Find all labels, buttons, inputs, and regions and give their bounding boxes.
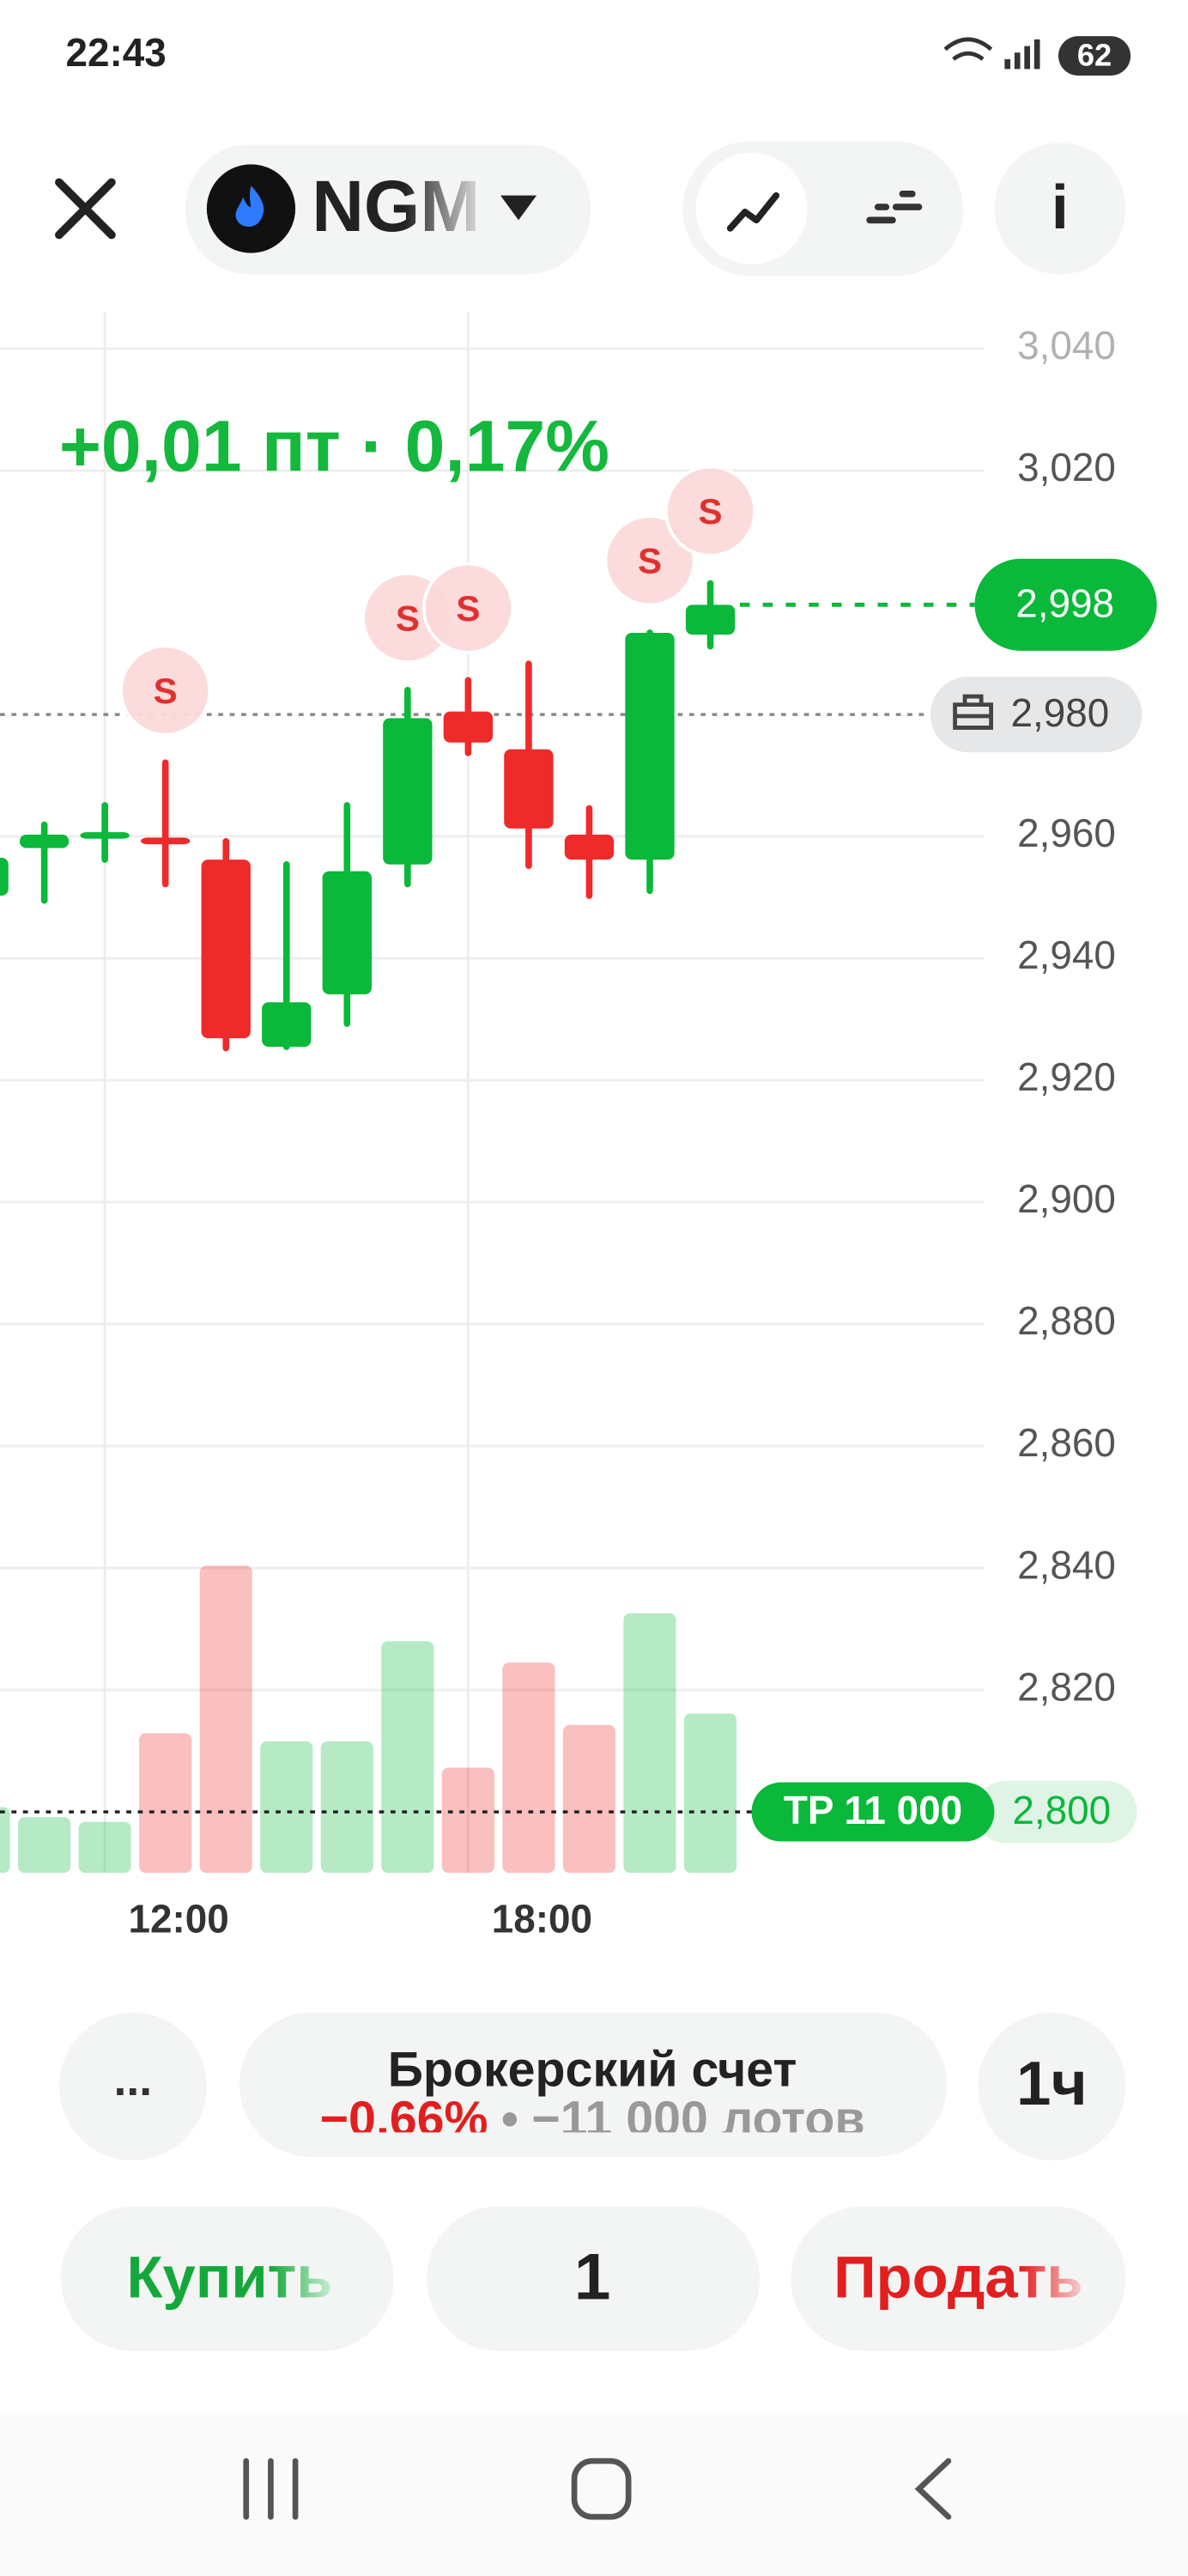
account-separator: • xyxy=(501,2092,518,2147)
trade-marker-label: S xyxy=(699,491,723,532)
take-profit-price-label: 2,800 xyxy=(1012,1788,1111,1832)
nav-icons xyxy=(243,2458,952,2520)
trade-marker xyxy=(664,465,757,557)
volume-bar xyxy=(502,1662,555,1874)
x-tick-label: 12:00 xyxy=(129,1897,229,1941)
take-profit-tag-pill xyxy=(751,1782,995,1842)
candle-view-button[interactable] xyxy=(866,190,923,224)
flame-icon xyxy=(235,185,264,228)
trade-marker-label: S xyxy=(154,671,178,711)
y-tick-label: 2,920 xyxy=(1017,1054,1116,1099)
trade-marker xyxy=(603,514,696,607)
sell-label: Продать xyxy=(833,2245,1083,2311)
change-label: +0,01 пт · 0,17% xyxy=(59,405,609,486)
buy-button[interactable] xyxy=(60,2206,394,2351)
nav-bar xyxy=(0,2415,1188,2576)
dropdown-arrow xyxy=(500,195,537,221)
quantity-value: 1 xyxy=(574,2241,611,2314)
trade-marker xyxy=(119,644,212,737)
close-button[interactable] xyxy=(55,178,116,240)
battery-level: 62 xyxy=(1077,38,1112,73)
more-label: ... xyxy=(114,2055,153,2105)
status-time: 22:43 xyxy=(65,30,166,75)
take-profit-price-pill xyxy=(974,1780,1137,1844)
candle-body xyxy=(685,605,736,635)
candle-body xyxy=(504,749,554,829)
candle-body xyxy=(19,834,70,848)
account-change: −0,66% xyxy=(319,2092,488,2147)
account-name: Брокерский счет xyxy=(388,2043,797,2098)
candle-body xyxy=(383,718,433,865)
candle-body xyxy=(0,857,9,896)
y-tick-label: 2,840 xyxy=(1017,1542,1116,1587)
x-tick-label: 18:00 xyxy=(492,1897,592,1941)
battery xyxy=(1058,36,1131,76)
candle-body xyxy=(80,832,130,839)
volume-bar xyxy=(623,1613,676,1874)
position-label: 2,980 xyxy=(1011,690,1110,735)
volume-bar xyxy=(199,1565,252,1874)
volume-bar xyxy=(260,1741,313,1874)
line-icon xyxy=(726,191,780,232)
interval-label: 1ч xyxy=(1016,2049,1088,2118)
y-tick-label: 3,020 xyxy=(1017,445,1116,489)
candle-body xyxy=(564,834,615,860)
candle-body xyxy=(141,837,191,845)
candle-body xyxy=(443,711,494,743)
y-tick-label: 3,040 xyxy=(1017,323,1116,368)
y-tick-label: 2,860 xyxy=(1017,1420,1116,1465)
trade-marker xyxy=(421,562,514,654)
ticker-selector[interactable] xyxy=(185,144,591,275)
status-icons xyxy=(943,37,1040,70)
volume-bar xyxy=(320,1741,373,1874)
info-button[interactable] xyxy=(994,143,1126,275)
sell-button[interactable] xyxy=(791,2206,1126,2351)
trade-marker-label: S xyxy=(638,541,662,581)
trade-marker-label: S xyxy=(396,598,420,638)
candle-body xyxy=(322,871,372,995)
volume-bar xyxy=(139,1733,192,1874)
nav-recents[interactable] xyxy=(243,2458,299,2520)
chart: 3,040 3,020 2,960 2,940 2,920 2,900 2,880 2,860… xyxy=(0,312,1157,1941)
nav-back[interactable] xyxy=(914,2458,952,2520)
quantity-field[interactable] xyxy=(427,2206,761,2351)
volume-bar xyxy=(683,1713,737,1874)
volume-bar xyxy=(441,1767,494,1874)
trade-marker-label: S xyxy=(456,588,480,629)
candle-body xyxy=(201,860,251,1039)
info-icon: i xyxy=(1052,173,1069,242)
interval-button[interactable] xyxy=(978,2012,1126,2160)
current-price-pill xyxy=(974,558,1157,651)
y-tick-label: 2,940 xyxy=(1017,933,1116,977)
line-view-button[interactable] xyxy=(695,152,808,265)
ticker: NGM xyxy=(312,166,480,246)
volume-bar xyxy=(562,1724,616,1874)
y-tick-label: 2,820 xyxy=(1017,1664,1116,1709)
account-selector[interactable] xyxy=(239,2012,947,2158)
position-icon xyxy=(953,694,993,730)
candle-body xyxy=(625,632,675,860)
volume-bar xyxy=(381,1641,434,1874)
account-stats: −0,66% • −11 000 лотов xyxy=(319,2092,864,2147)
current-price-label: 2,998 xyxy=(1015,580,1114,625)
nav-home[interactable] xyxy=(571,2458,632,2520)
y-tick-label: 2,880 xyxy=(1017,1298,1116,1343)
volume-bar xyxy=(0,1807,10,1874)
buy-label: Купить xyxy=(127,2245,333,2311)
y-tick-label: 2,900 xyxy=(1017,1176,1116,1221)
account-info: Брокерский счет −0,66% • −11 000 лотов xyxy=(319,2043,864,2147)
account-lots: −11 000 лотов xyxy=(531,2092,864,2147)
take-profit-tag: TP 11 000 xyxy=(784,1788,962,1832)
volume-bar xyxy=(18,1817,71,1874)
y-tick-label: 2,960 xyxy=(1017,811,1116,855)
volume-bar xyxy=(78,1821,131,1874)
more-button[interactable] xyxy=(58,2012,207,2160)
candle-body xyxy=(262,1002,312,1048)
